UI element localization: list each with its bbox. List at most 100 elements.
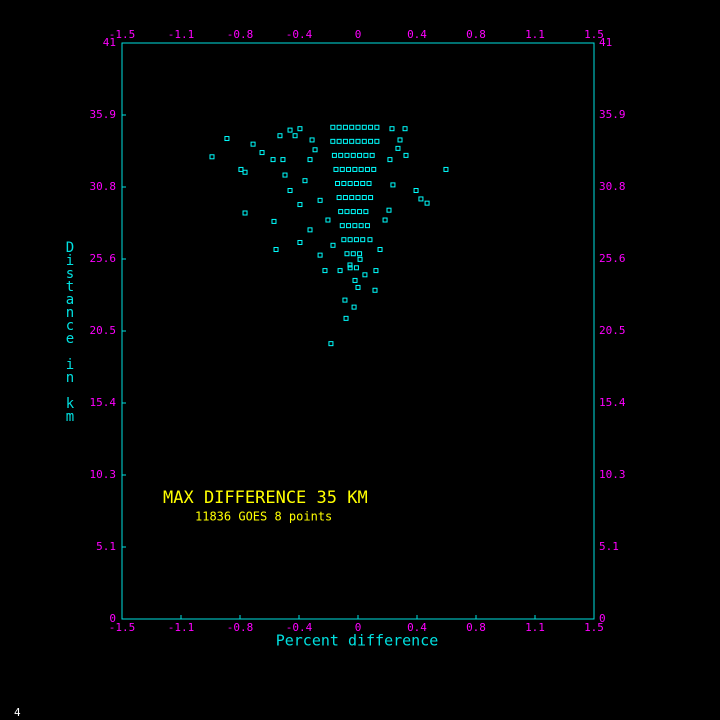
point [443,166,449,172]
x-top-tick-label: 1.1 [525,28,545,41]
x-tick-label: -1.1 [168,621,195,634]
point [317,252,323,258]
y-tick-label: 20.5 [90,324,117,337]
point [350,251,356,257]
point [362,272,368,278]
point [352,223,358,229]
point [337,268,343,274]
x-tick-label: -0.4 [286,621,313,634]
y-tick-label: 35.9 [90,108,117,121]
point [364,166,370,172]
x-tick-label: 1.1 [525,621,545,634]
point [342,297,348,303]
point [366,180,372,186]
point [372,287,378,293]
point [355,138,361,144]
point [342,195,348,201]
y-tick-label: 0 [109,612,116,625]
y-tick-label: 5.1 [96,540,116,553]
point [347,237,353,243]
point [374,138,380,144]
y-right-tick-label: 41 [599,36,612,49]
point [209,154,215,160]
point [333,166,339,172]
point [360,237,366,243]
point [302,178,308,184]
point [368,138,374,144]
y-right-tick-label: 0 [599,612,606,625]
y-right-tick-label: 10.3 [599,468,626,481]
point [350,152,356,158]
point [307,227,313,233]
point [353,265,359,271]
x-tick-label: 0 [355,621,362,634]
point [377,247,383,253]
point [330,242,336,248]
point [287,127,293,133]
point [330,124,336,130]
point [242,210,248,216]
annotation-title: MAX DIFFERENCE 35 KM [163,488,368,508]
point [336,195,342,201]
point [349,195,355,201]
point [347,262,353,268]
point [339,223,345,229]
point [352,166,358,172]
point [338,209,344,215]
point [387,157,393,163]
point [312,147,318,153]
point [297,202,303,208]
point [242,169,248,175]
point [347,180,353,186]
point [270,157,276,163]
point [297,239,303,245]
point [357,209,363,215]
point [342,124,348,130]
y-tick-label: 15.4 [90,396,117,409]
point [353,180,359,186]
point [307,157,313,163]
point [335,180,341,186]
point [339,166,345,172]
point [336,138,342,144]
point [297,126,303,132]
point [390,182,396,188]
point [368,195,374,201]
point [352,277,358,283]
x-axis-label: Percent difference [276,632,439,650]
point [358,166,364,172]
x-top-tick-label: 1.5 [584,28,604,41]
point [361,124,367,130]
y-tick-label: 10.3 [90,468,117,481]
y-axis-label: Distance in km [62,240,78,422]
point [373,268,379,274]
point [355,195,361,201]
x-tick-label: 0.4 [407,621,427,634]
point [349,124,355,130]
point [238,166,244,172]
point [346,166,352,172]
point [341,237,347,243]
point [331,152,337,158]
point [346,223,352,229]
point [402,126,408,132]
point [344,251,350,257]
point [386,207,392,213]
y-right-tick-label: 20.5 [599,324,626,337]
x-top-tick-label: -1.1 [168,28,195,41]
y-tick-label: 41 [103,36,116,49]
point [374,124,380,130]
x-top-tick-label: 0.8 [466,28,486,41]
point [341,180,347,186]
point [389,126,395,132]
point [364,223,370,229]
x-top-tick-label: -0.8 [227,28,254,41]
point [317,197,323,203]
point [330,138,336,144]
y-right-tick-label: 5.1 [599,540,619,553]
point [271,218,277,224]
point [344,152,350,158]
point [363,209,369,215]
point [273,247,279,253]
